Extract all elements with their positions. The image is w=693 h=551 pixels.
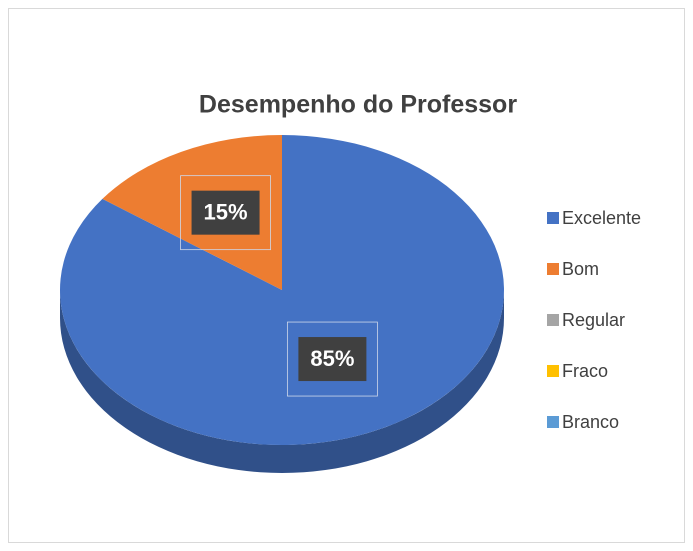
data-label-bg (298, 337, 367, 382)
data-label: 15% (204, 199, 248, 224)
legend-swatch (547, 365, 559, 377)
chart-title: Desempenho do Professor (199, 91, 517, 119)
legend-label: Regular (562, 310, 625, 330)
pie-side (60, 290, 504, 473)
legend-label: Fraco (562, 361, 608, 381)
legend-swatch (547, 416, 559, 428)
legend-swatch (547, 314, 559, 326)
legend-label: Bom (562, 259, 599, 279)
data-label-bg (191, 190, 260, 235)
legend-swatch (547, 263, 559, 275)
data-label-box (180, 175, 271, 251)
data-label: 85% (310, 346, 354, 371)
legend-swatch (547, 212, 559, 224)
data-label-box (286, 321, 378, 397)
legend-label: Excelente (562, 208, 641, 228)
legend-label: Branco (562, 412, 619, 432)
